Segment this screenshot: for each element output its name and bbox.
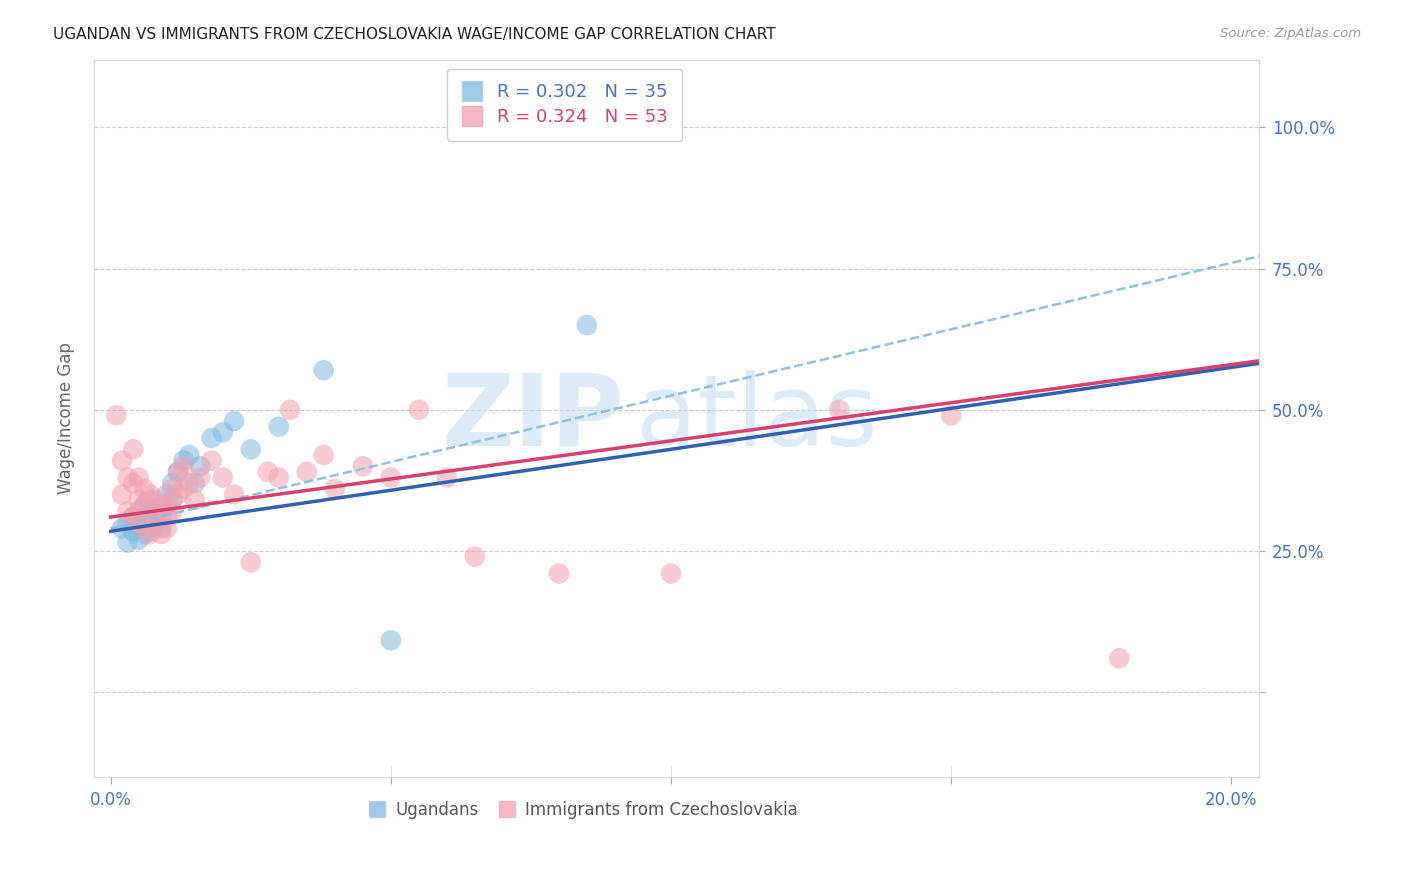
Point bbox=[150, 510, 173, 524]
Point bbox=[190, 470, 212, 484]
Point bbox=[167, 487, 190, 501]
Point bbox=[239, 555, 262, 569]
Point bbox=[145, 516, 167, 530]
Point bbox=[145, 501, 167, 516]
Point bbox=[295, 465, 318, 479]
Point bbox=[267, 470, 290, 484]
Point bbox=[267, 419, 290, 434]
Point bbox=[134, 513, 156, 527]
Point bbox=[134, 521, 156, 535]
Point bbox=[139, 487, 162, 501]
Point bbox=[200, 431, 222, 445]
Point bbox=[128, 493, 150, 508]
Point bbox=[111, 487, 134, 501]
Point bbox=[222, 414, 245, 428]
Point bbox=[190, 459, 212, 474]
Point bbox=[128, 518, 150, 533]
Point bbox=[150, 521, 173, 535]
Point bbox=[128, 504, 150, 518]
Point bbox=[156, 499, 179, 513]
Point bbox=[548, 566, 571, 581]
Point bbox=[156, 510, 179, 524]
Point bbox=[117, 516, 139, 530]
Point bbox=[111, 521, 134, 535]
Y-axis label: Wage/Income Gap: Wage/Income Gap bbox=[58, 343, 75, 494]
Point bbox=[117, 504, 139, 518]
Point bbox=[162, 504, 184, 518]
Point bbox=[184, 493, 207, 508]
Point bbox=[139, 510, 162, 524]
Point bbox=[239, 442, 262, 457]
Point bbox=[380, 470, 402, 484]
Point bbox=[211, 425, 233, 440]
Point bbox=[105, 409, 128, 423]
Point bbox=[139, 527, 162, 541]
Point bbox=[139, 524, 162, 539]
Point bbox=[122, 524, 145, 539]
Point bbox=[167, 465, 190, 479]
Point bbox=[150, 499, 173, 513]
Point bbox=[179, 448, 201, 462]
Point bbox=[122, 510, 145, 524]
Point bbox=[828, 402, 851, 417]
Legend: Ugandans, Immigrants from Czechoslovakia: Ugandans, Immigrants from Czechoslovakia bbox=[361, 795, 804, 826]
Point bbox=[222, 487, 245, 501]
Point bbox=[150, 527, 173, 541]
Point bbox=[128, 533, 150, 547]
Point bbox=[162, 493, 184, 508]
Point bbox=[1108, 651, 1130, 665]
Point bbox=[145, 516, 167, 530]
Point bbox=[139, 493, 162, 508]
Text: ZIP: ZIP bbox=[441, 369, 624, 467]
Point bbox=[134, 499, 156, 513]
Point bbox=[200, 453, 222, 467]
Point bbox=[352, 459, 374, 474]
Point bbox=[173, 482, 195, 496]
Point bbox=[256, 465, 278, 479]
Point bbox=[436, 470, 458, 484]
Point bbox=[312, 363, 335, 377]
Point bbox=[139, 510, 162, 524]
Point bbox=[134, 482, 156, 496]
Text: Source: ZipAtlas.com: Source: ZipAtlas.com bbox=[1220, 27, 1361, 40]
Point bbox=[380, 633, 402, 648]
Point bbox=[156, 499, 179, 513]
Point bbox=[173, 453, 195, 467]
Point bbox=[111, 453, 134, 467]
Point bbox=[122, 476, 145, 491]
Point bbox=[117, 535, 139, 549]
Point bbox=[134, 527, 156, 541]
Point bbox=[575, 318, 598, 332]
Point bbox=[211, 470, 233, 484]
Point bbox=[939, 409, 962, 423]
Point bbox=[179, 476, 201, 491]
Point bbox=[408, 402, 430, 417]
Point bbox=[117, 470, 139, 484]
Point bbox=[659, 566, 682, 581]
Point bbox=[122, 442, 145, 457]
Point bbox=[312, 448, 335, 462]
Point bbox=[156, 521, 179, 535]
Point bbox=[145, 493, 167, 508]
Point bbox=[167, 465, 190, 479]
Point bbox=[128, 516, 150, 530]
Point bbox=[173, 459, 195, 474]
Point bbox=[278, 402, 301, 417]
Point bbox=[156, 487, 179, 501]
Point bbox=[162, 476, 184, 491]
Point bbox=[323, 482, 346, 496]
Point bbox=[128, 470, 150, 484]
Point bbox=[162, 482, 184, 496]
Text: UGANDAN VS IMMIGRANTS FROM CZECHOSLOVAKIA WAGE/INCOME GAP CORRELATION CHART: UGANDAN VS IMMIGRANTS FROM CZECHOSLOVAKI… bbox=[53, 27, 776, 42]
Text: atlas: atlas bbox=[636, 369, 877, 467]
Point bbox=[134, 499, 156, 513]
Point bbox=[122, 510, 145, 524]
Point bbox=[464, 549, 486, 564]
Point bbox=[184, 476, 207, 491]
